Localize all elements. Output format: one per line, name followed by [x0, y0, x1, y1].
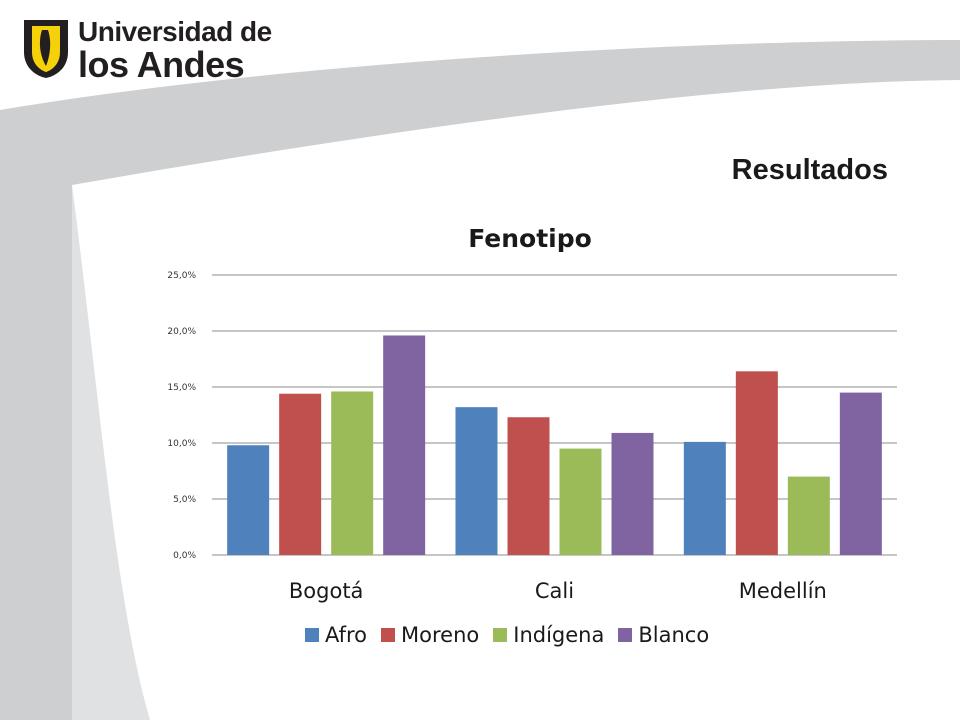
legend-swatch — [305, 628, 319, 642]
bars — [227, 335, 882, 555]
bar-indígena-0 — [331, 391, 374, 555]
shield-icon — [24, 20, 68, 78]
bar-blanco-0 — [383, 335, 426, 555]
y-tick-label: 25,0% — [167, 271, 196, 281]
bar-afro-1 — [455, 407, 498, 555]
y-tick-label: 10,0% — [167, 439, 196, 449]
swoosh-tail — [72, 185, 150, 720]
y-tick-label: 5,0% — [173, 495, 196, 505]
x-tick-label: Medellín — [739, 579, 827, 603]
logo-line-1: Universidad de — [78, 16, 272, 47]
bar-blanco-1 — [611, 432, 654, 555]
y-axis-ticks: 0,0% 5,0% 10,0% 15,0% 20,0% 25,0% — [167, 271, 196, 561]
university-logo: Universidad de los Andes — [18, 14, 272, 85]
swoosh-band — [0, 40, 960, 720]
legend-label: Blanco — [638, 623, 710, 647]
legend-label: Afro — [325, 623, 368, 647]
bar-indígena-1 — [559, 448, 602, 555]
logo-line-2: los Andes — [78, 44, 245, 85]
x-tick-label: Cali — [535, 579, 574, 603]
y-tick-label: 0,0% — [173, 551, 196, 561]
legend-swatch — [381, 628, 396, 642]
legend-label: Moreno — [401, 623, 480, 647]
bar-afro-0 — [227, 445, 270, 555]
chart-title: Fenotipo — [468, 224, 592, 253]
x-axis-ticks: Bogotá Cali Medellín — [289, 579, 827, 603]
legend-item: Moreno — [381, 623, 479, 647]
legend-swatch — [618, 628, 633, 642]
x-tick-label: Bogotá — [289, 579, 364, 603]
bar-moreno-1 — [507, 417, 550, 555]
chart-legend: Afro Moreno Indígena Blanco — [305, 620, 709, 650]
bar-moreno-2 — [735, 371, 778, 555]
bar-indígena-2 — [787, 476, 830, 555]
bar-moreno-0 — [279, 393, 322, 555]
gridlines — [212, 274, 897, 556]
legend-swatch — [493, 628, 508, 642]
y-tick-label: 20,0% — [167, 327, 196, 337]
bar-afro-2 — [683, 441, 726, 555]
legend-item: Afro — [305, 623, 367, 647]
y-tick-label: 15,0% — [167, 383, 196, 393]
slide-title: Resultados — [731, 154, 888, 186]
bar-blanco-2 — [839, 392, 882, 555]
legend-item: Indígena — [493, 623, 604, 647]
legend-label: Indígena — [513, 623, 605, 647]
legend-item: Blanco — [618, 623, 709, 647]
